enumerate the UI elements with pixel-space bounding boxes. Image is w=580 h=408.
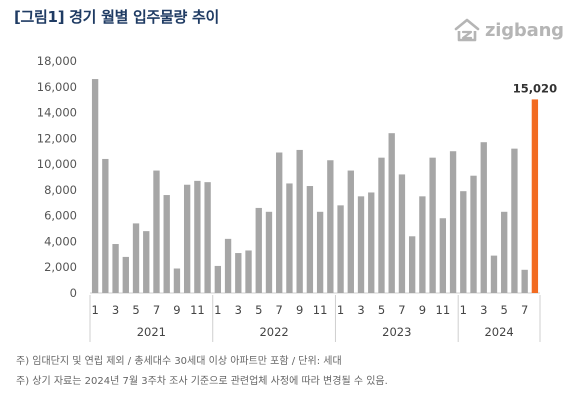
bar	[183, 184, 191, 293]
bar	[173, 268, 181, 293]
bar	[511, 148, 518, 293]
bar	[408, 236, 416, 293]
bar	[143, 231, 150, 293]
bar	[286, 183, 293, 293]
y-tick-label: 16,000	[37, 80, 77, 94]
y-tick-label: 4,000	[44, 234, 77, 248]
x-tick-label: 5	[132, 303, 139, 317]
zigbang-logo-icon	[454, 18, 480, 42]
x-tick-label: 7	[276, 303, 283, 317]
y-tick-label: 0	[70, 286, 77, 300]
bar	[163, 195, 170, 293]
x-tick-label: 9	[419, 303, 426, 317]
bar	[255, 207, 262, 293]
bar	[398, 174, 406, 293]
year-label: 2021	[137, 325, 166, 339]
x-tick-label: 5	[501, 303, 508, 317]
bar	[357, 196, 365, 293]
bar	[316, 211, 324, 293]
bar	[153, 170, 160, 293]
x-tick-label: 3	[112, 303, 119, 317]
zigbang-logo: zigbang	[452, 16, 564, 44]
bar	[368, 192, 375, 293]
bar	[306, 186, 314, 293]
bar	[439, 218, 447, 293]
x-tick-label: 7	[153, 303, 160, 317]
x-tick-label: 11	[190, 303, 205, 317]
bar	[490, 255, 498, 293]
bar	[419, 196, 426, 293]
y-tick-label: 6,000	[44, 209, 77, 223]
bar	[224, 238, 232, 293]
bar	[480, 142, 487, 293]
x-tick-label: 3	[235, 303, 242, 317]
bar	[429, 157, 436, 293]
bar	[122, 256, 129, 293]
bar	[449, 151, 457, 293]
x-tick-label: 1	[91, 303, 98, 317]
chart-title: [그림1] 경기 월별 입주물량 추이	[14, 8, 219, 26]
x-tick-label: 3	[357, 303, 364, 317]
bar	[204, 182, 211, 293]
x-tick-label: 7	[521, 303, 528, 317]
bar	[235, 253, 242, 293]
y-tick-label: 10,000	[37, 157, 77, 171]
bar	[378, 157, 385, 293]
footnotes: 주) 임대단지 및 연립 제외 / 총세대수 30세대 이상 아파트만 포함 /…	[16, 352, 388, 392]
logo-text: zigbang	[485, 19, 564, 41]
bar	[214, 265, 222, 293]
bar	[521, 269, 528, 293]
data-label: 15,020	[513, 81, 557, 95]
y-tick-label: 18,000	[37, 54, 77, 68]
bar	[460, 191, 467, 293]
y-tick-label: 2,000	[44, 260, 77, 274]
x-tick-label: 7	[398, 303, 405, 317]
year-label: 2022	[259, 325, 288, 339]
x-tick-label: 11	[436, 303, 451, 317]
bar	[337, 205, 344, 293]
y-tick-label: 14,000	[37, 106, 77, 120]
footnote: 주) 상기 자료는 2024년 7월 3주차 조사 기준으로 관련업체 사정에 …	[16, 376, 388, 387]
bar	[112, 244, 119, 293]
bar-chart: 0 2,000 4,000 6,000 8,000 10,000 12,000 14,000 1…	[37, 54, 557, 342]
bar	[470, 175, 477, 293]
y-tick-label: 12,000	[37, 131, 77, 145]
bar	[132, 223, 140, 293]
year-label: 2024	[484, 325, 513, 339]
bar-highlight	[531, 99, 539, 293]
x-tick-label: 3	[480, 303, 487, 317]
year-label: 2023	[382, 325, 411, 339]
bar	[265, 211, 273, 293]
x-tick-label: 11	[313, 303, 328, 317]
bar	[347, 170, 354, 293]
x-tick-label: 1	[460, 303, 467, 317]
bar	[276, 152, 283, 293]
bar	[194, 180, 201, 293]
x-tick-label: 9	[296, 303, 303, 317]
x-tick-label: 1	[214, 303, 221, 317]
bar	[501, 211, 508, 293]
bar	[388, 133, 395, 293]
x-tick-label: 5	[255, 303, 262, 317]
x-tick-label: 5	[378, 303, 385, 317]
bar	[327, 160, 334, 293]
y-tick-label: 8,000	[44, 183, 77, 197]
bar	[296, 149, 303, 293]
footnote: 주) 임대단지 및 연립 제외 / 총세대수 30세대 이상 아파트만 포함 /…	[16, 356, 342, 367]
bar	[245, 250, 252, 293]
x-tick-label: 1	[337, 303, 344, 317]
bar	[91, 79, 99, 294]
x-tick-label: 9	[173, 303, 180, 317]
bar	[102, 158, 109, 293]
